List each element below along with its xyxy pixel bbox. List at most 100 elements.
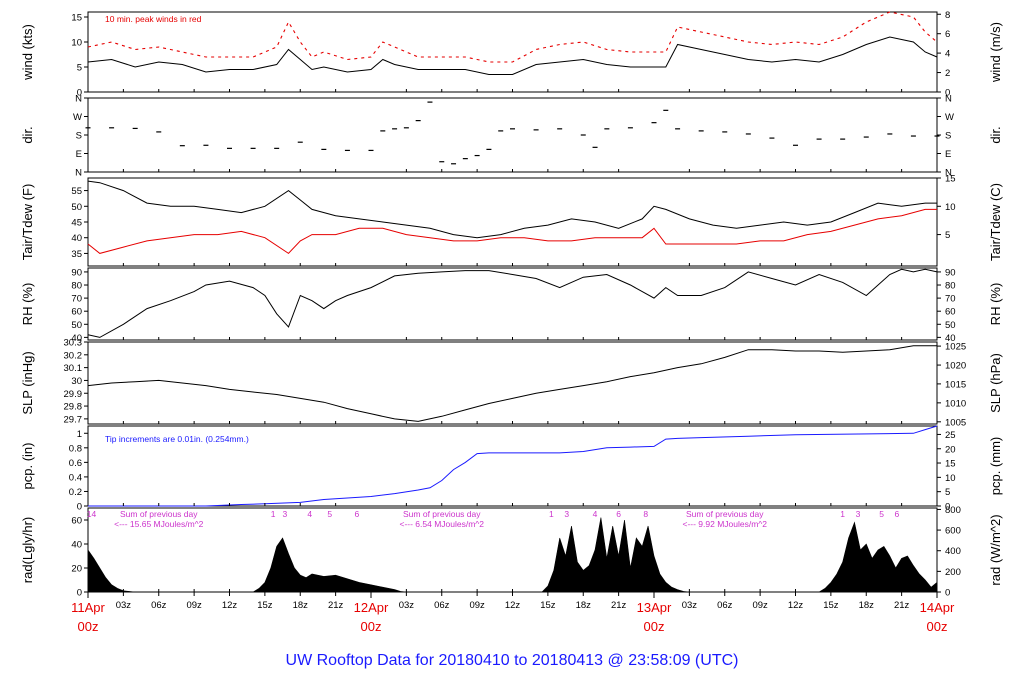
temp-right-tick-label: 5 [945,230,950,241]
pcp-ytick-label: 0 [77,502,82,513]
day-label-date: 11Apr [71,600,105,615]
uv-mark: 6 [895,509,900,519]
rad-note-line1: Sum of previous day [120,509,198,519]
time-axis: 03z 06z 09z 12z 15z 18z 21z 03z 06z 09z 12z 15z 18z 2… [71,592,955,634]
wind-note: 10 min. peak winds in red [105,14,202,24]
uv-mark: 3 [564,509,569,519]
pcp-ytick-label: 0.4 [69,472,82,483]
uv-mark: 4 [307,509,312,519]
wind-series-line-1 [87,11,938,63]
rh-ytick-label: 70 [71,294,82,305]
day-label-hour: 00z [78,619,99,634]
dir-ytick-label: N [75,168,82,179]
hour-tick-label: 09z [752,600,768,611]
wind-ylabel-right: wind (m/s) [988,22,1003,83]
hour-tick-label: 03z [116,600,132,611]
pcp-ytick-label: 0.8 [69,443,82,454]
slp-ylabel: SLP (inHg) [20,351,35,414]
rh-panel: 40 50 60 70 80 90 40 50 60 70 80 90 RH (%) RH (%) [20,267,1003,343]
hour-tick-label: 06z [151,600,167,611]
day-label-hour: 00z [644,619,665,634]
hour-tick-label: 12z [222,600,238,611]
temp-ytick-label: 55 [71,186,82,197]
pcp-right-tick-label: 25 [945,430,956,441]
rh-right-tick-label: 50 [945,320,956,331]
hour-tick-label: 15z [257,600,273,611]
uv-mark: 1 [271,509,276,519]
wind-series-line-0 [87,36,938,75]
slp-ytick-label: 30.2 [64,350,83,361]
rad-right-tick-label: 600 [945,526,961,537]
wind-right-tick-label: 2 [945,68,950,79]
slp-ytick-label: 29.7 [64,414,83,425]
uv-mark: 5 [327,509,332,519]
uv-mark: 3 [856,509,861,519]
rad-ytick-label: 40 [71,540,82,551]
pcp-ytick-label: 1 [77,429,82,440]
rad-ylabel: rad(Lgly/hr) [20,517,35,583]
uv-mark: 8 [643,509,648,519]
rad-note-line2: <--- 6.54 MJoules/m^2 [399,519,484,529]
wind-ytick-label: 0 [77,88,82,99]
rh-right-tick-label: 80 [945,281,956,292]
uv-mark: 1 [840,509,845,519]
rh-ytick-label: 80 [71,281,82,292]
rh-ytick-label: 90 [71,267,82,278]
rad-right-tick-label: 200 [945,567,961,578]
slp-ytick-label: 29.9 [64,389,83,400]
rh-right-tick-label: 40 [945,333,956,344]
uv-mark: 6 [616,509,621,519]
hour-tick-label: 18z [293,600,309,611]
rh-right-tick-label: 90 [945,267,956,278]
hour-tick-label: 06z [434,600,450,611]
rh-ytick-label: 40 [71,333,82,344]
slp-ytick-label: 30.3 [64,338,83,349]
dir-right-tick-label: W [945,112,954,123]
rad-ytick-label: 60 [71,516,82,527]
rad-frame [87,507,938,593]
temp-ytick-label: 40 [71,233,82,244]
uv-mark: 1 [549,509,554,519]
rad-ytick-label: 20 [71,564,82,575]
uv-mark: 5 [879,509,884,519]
rad-series-area [87,517,938,593]
hour-tick-label: 06z [717,600,733,611]
pcp-right-tick-label: 20 [945,444,956,455]
hour-tick-label: 03z [399,600,415,611]
slp-right-tick-label: 1010 [945,398,966,409]
rad-note-line1: Sum of previous day [403,509,481,519]
rad-ylabel-right: rad (W/m^2) [988,514,1003,585]
dir-right-tick-label: N [945,94,952,105]
temp-ytick-label: 50 [71,202,82,213]
pcp-ylabel: pcp. (in) [20,443,35,490]
rh-ytick-label: 60 [71,307,82,318]
temp-frame [87,177,938,267]
dir-ytick-label: E [76,149,82,160]
rh-series-line-0 [87,268,938,338]
rad-note-line2: <--- 9.92 MJoules/m^2 [682,519,767,529]
hour-tick-label: 21z [611,600,627,611]
hour-tick-label: 12z [788,600,804,611]
slp-ytick-label: 29.8 [64,402,83,413]
uv-mark: 3 [283,509,288,519]
hour-tick-label: 21z [894,600,910,611]
rh-ylabel: RH (%) [20,283,35,326]
wind-ytick-label: 10 [71,38,82,49]
temp-series-line-1 [87,208,937,255]
wind-ytick-label: 5 [77,63,82,74]
rad-right-tick-label: 800 [945,505,961,516]
uv-mark: 14 [87,509,97,519]
hour-tick-label: 03z [682,600,698,611]
slp-panel: 29.729.8 29.9 30 30.1 30.230.3 1005 1010 1015 10… [20,338,1003,429]
hour-tick-label: 09z [186,600,202,611]
slp-right-tick-label: 1015 [945,379,966,390]
dir-right-tick-label: E [945,149,951,160]
day-label-date: 12Apr [354,600,389,615]
slp-right-tick-label: 1025 [945,342,966,353]
pcp-ytick-label: 0.6 [69,458,82,469]
